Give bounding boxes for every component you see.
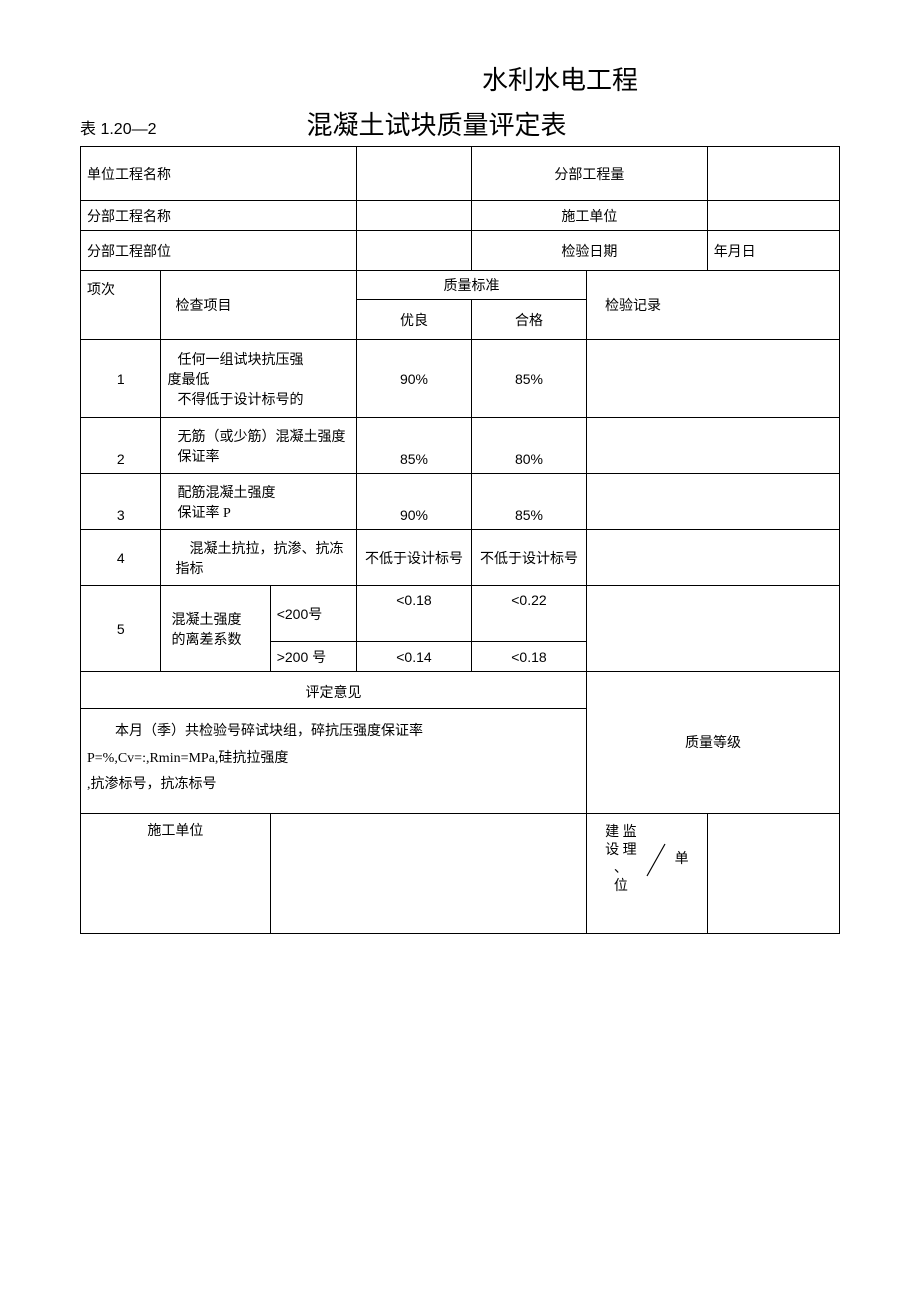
table-number: 表 1.20—2 [80,115,157,139]
unit-project-value [356,147,471,201]
sub-part-label: 分部工程部位 [81,231,357,271]
row4-record [586,530,839,586]
row3-excellent: 90% [356,474,471,530]
row2-excellent: 85% [356,418,471,474]
row4-item: 混凝土抗拉，抗渗、抗冻指标 [161,530,357,586]
sub-qty-label: 分部工程量 [471,147,707,201]
row2-item: 无筋（或少筋）混凝土强度 保证率 [161,418,357,474]
opinion-label: 评定意见 [81,672,587,709]
row5-sub1-label: <200号 [270,586,356,642]
inspect-date-value: 年月日 [707,231,839,271]
row1-item: 任何一组试块抗压强 度最低 不得低于设计标号的 [161,340,357,418]
row1-record [586,340,839,418]
row4-no: 4 [81,530,161,586]
sub-part-value [356,231,471,271]
col-check-item: 检查项目 [161,271,357,340]
row2-record [586,418,839,474]
col-record: 检验记录 [586,271,839,340]
row5-sub2-qualified: <0.18 [471,642,586,672]
sub-name-value [356,201,471,231]
row3-item: 配筋混凝土强度 保证率 P [161,474,357,530]
row3-no: 3 [81,474,161,530]
row1-no: 1 [81,340,161,418]
slash-icon [643,840,669,880]
row5-sub2-label: >200 号 [270,642,356,672]
sub-qty-value [707,147,839,201]
sub-name-label: 分部工程名称 [81,201,357,231]
unit-project-label: 单位工程名称 [81,147,357,201]
row3-qualified: 85% [471,474,586,530]
row3-record [586,474,839,530]
construction-unit-value [707,201,839,231]
row1-qualified: 85% [471,340,586,418]
row5-no: 5 [81,586,161,672]
doc-title-line1: 水利水电工程 [80,60,840,97]
row4-qualified: 不低于设计标号 [471,530,586,586]
doc-title-line2: 混凝土试块质量评定表 [157,105,567,142]
sig-owner-unit: 建 监 设 理 、 位 单 [586,813,707,933]
row5-sub2-excellent: <0.14 [356,642,471,672]
inspect-date-label: 检验日期 [471,231,707,271]
row2-qualified: 80% [471,418,586,474]
row5-sub1-excellent: <0.18 [356,586,471,642]
col-quality-std: 质量标准 [356,271,586,300]
col-item-no: 项次 [81,271,161,340]
sig-construction-space [270,813,586,933]
row1-excellent: 90% [356,340,471,418]
row5-record [586,586,839,672]
col-excellent: 优良 [356,300,471,340]
row2-no: 2 [81,418,161,474]
row4-excellent: 不低于设计标号 [356,530,471,586]
row5-item: 混凝土强度 的离差系数 [161,586,270,672]
col-qualified: 合格 [471,300,586,340]
summary-text: 本月（季）共检验号碎试块组，碎抗压强度保证率 P=%,Cv=:,Rmin=MPa… [81,709,587,814]
row5-sub1-qualified: <0.22 [471,586,586,642]
sig-construction-unit: 施工单位 [81,813,271,933]
construction-unit-label: 施工单位 [471,201,707,231]
sig-owner-space [707,813,839,933]
evaluation-table: 单位工程名称 分部工程量 分部工程名称 施工单位 分部工程部位 检验日期 年月日… [80,146,840,934]
quality-level-label: 质量等级 [586,672,839,814]
